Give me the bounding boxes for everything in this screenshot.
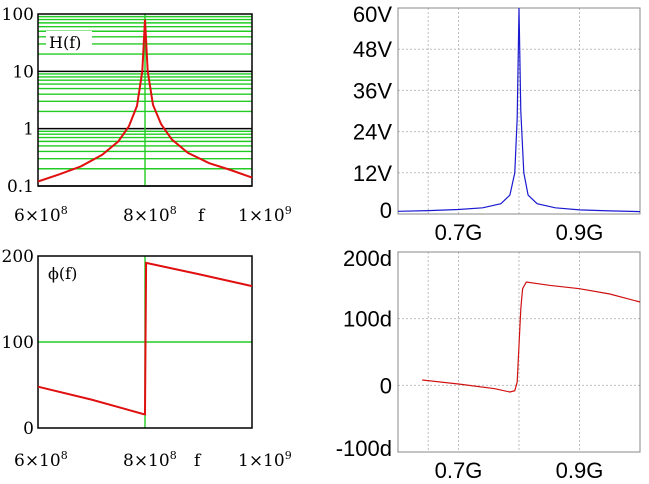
spice-magnitude-tick-labels: 60V 48V 36V 24V 12V 0 0.7G 0.9G [353, 2, 604, 245]
x-tick-exponent: 8 [170, 204, 177, 217]
spice-phase-tick-labels: 200d 100d 0 -100d 0.7G 0.9G [336, 246, 604, 483]
magnitude-series-line [37, 19, 253, 183]
y-tick-label: 200d [343, 246, 392, 271]
spice-phase-series-line [422, 281, 641, 393]
x-tick-label: 0.9G [556, 458, 604, 483]
spice-phase-chart: 200d 100d 0 -100d 0.7G 0.9G [336, 246, 641, 483]
x-tick-label: 6×108 [14, 449, 68, 471]
x-tick-label: 6×108 [14, 204, 68, 226]
spice-magnitude-chart: 60V 48V 36V 24V 12V 0 0.7G 0.9G [353, 2, 641, 245]
y-tick-label: 10 [12, 62, 34, 82]
y-tick-label: 100 [2, 333, 34, 353]
y-tick-label: 1 [23, 120, 34, 140]
x-tick-exponent: 8 [61, 204, 68, 217]
x-tick-exponent: 9 [285, 204, 292, 217]
y-tick-label: 60V [353, 2, 392, 27]
y-tick-label: 200 [2, 247, 34, 267]
y-tick-label: 36V [353, 78, 392, 103]
x-tick-label: 1×109 [238, 449, 292, 471]
spice-magnitude-series-line [397, 7, 641, 213]
y-tick-label: 0 [23, 419, 34, 439]
x-tick-label: 0.7G [435, 458, 483, 483]
y-tick-label: -100d [336, 436, 392, 461]
magnitude-tick-labels: 100 10 1 0.1 6×108 8×108 1×109 [2, 5, 292, 226]
y-tick-label: 100d [343, 307, 392, 332]
x-tick-exponent: 9 [285, 449, 292, 462]
x-tick-label: 0.9G [556, 220, 604, 245]
phase-tick-labels: 200 100 0 6×108 8×108 1×109 [2, 247, 292, 471]
phase-series-line [37, 261, 253, 416]
magnitude-x-axis-label: f [198, 206, 206, 226]
y-tick-label: 0 [380, 373, 392, 398]
mathcad-phase-chart: 200 100 0 6×108 8×108 1×109 ϕ(f) f [2, 247, 292, 471]
x-tick-exponent: 8 [170, 449, 177, 462]
magnitude-plot-frame [37, 13, 253, 187]
magnitude-function-label: H(f) [49, 33, 81, 52]
y-tick-label: 100 [2, 5, 34, 25]
x-tick-label: 8×108 [123, 204, 177, 226]
y-tick-label: 0.1 [7, 177, 34, 197]
x-tick-label: 1×109 [238, 204, 292, 226]
spice-magnitude-grid [398, 8, 640, 214]
y-tick-label: 48V [353, 37, 392, 62]
phase-function-label: ϕ(f) [48, 264, 77, 283]
y-tick-label: 0 [380, 198, 392, 223]
spice-phase-frame [397, 251, 641, 453]
phase-plot-frame [37, 255, 253, 429]
mathcad-magnitude-chart: 100 10 1 0.1 6×108 8×108 1×109 H(f) f [2, 5, 292, 226]
y-tick-label: 24V [353, 120, 392, 145]
phase-label-backdrop [46, 261, 90, 283]
x-tick-exponent: 8 [61, 449, 68, 462]
x-tick-label: 0.7G [435, 220, 483, 245]
phase-x-axis-label: f [194, 451, 202, 471]
x-tick-label: 8×108 [123, 449, 177, 471]
magnitude-label-backdrop [46, 31, 92, 53]
y-tick-label: 12V [353, 161, 392, 186]
